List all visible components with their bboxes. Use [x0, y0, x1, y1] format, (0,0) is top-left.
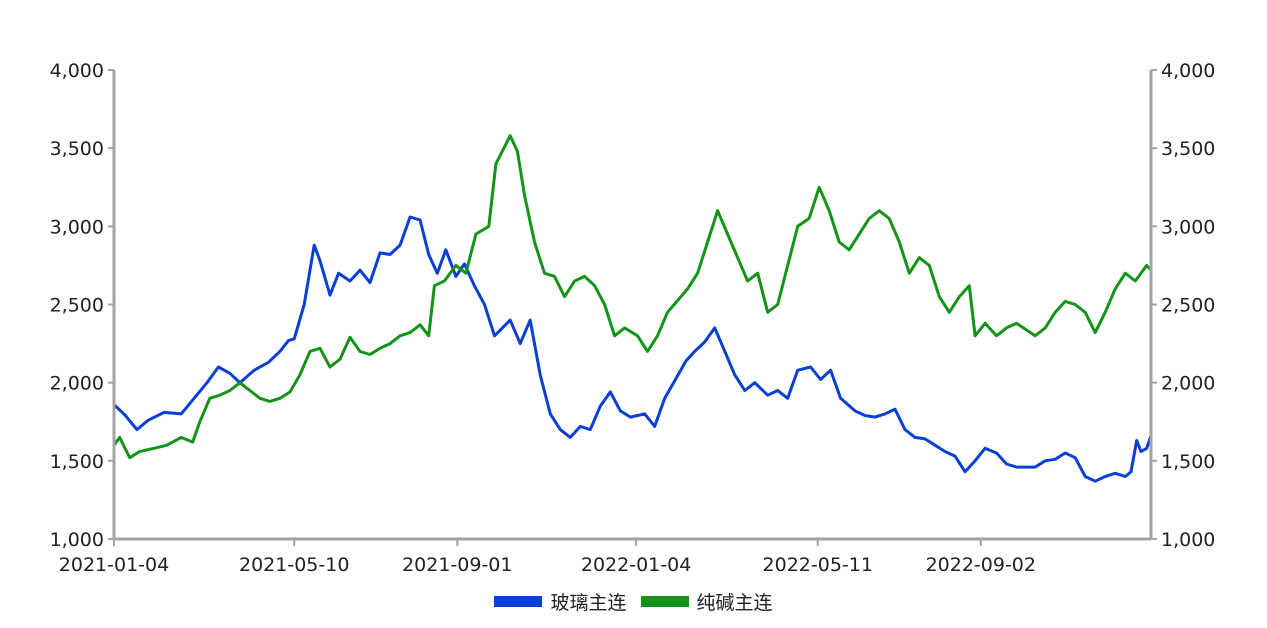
x-tick-label: 2022-01-04	[581, 554, 691, 576]
x-tick-label: 2021-09-01	[402, 554, 512, 576]
legend: 玻璃主连 纯碱主连	[0, 588, 1267, 615]
legend-label-glass: 玻璃主连	[550, 592, 627, 614]
x-tick-label: 2022-09-02	[926, 554, 1036, 576]
y-right-tick-label: 2,000	[1161, 373, 1215, 395]
y-left-tick-label: 3,500	[50, 138, 104, 160]
y-left-tick-label: 2,000	[50, 373, 104, 395]
y-right-tick-label: 1,500	[1161, 451, 1215, 473]
y-right-tick-label: 1,000	[1161, 529, 1215, 551]
y-left-tick-label: 4,000	[50, 60, 104, 82]
legend-label-soda-ash: 纯碱主连	[696, 592, 773, 614]
series-line-0	[112, 215, 1153, 483]
x-tick-label: 2021-01-04	[59, 554, 169, 576]
y-left-tick-label: 2,500	[50, 295, 104, 317]
y-right-tick-label: 4,000	[1161, 60, 1215, 82]
y-right-tick-label: 3,500	[1161, 138, 1215, 160]
legend-swatch-glass	[494, 596, 543, 607]
plot-series	[112, 134, 1153, 483]
y-left-tick-label: 1,500	[50, 451, 104, 473]
axes: 1,000 1,500 2,000 2,500 3,000 3,500 4,000 1,000…	[50, 60, 1216, 576]
x-tick-label: 2021-05-10	[239, 554, 349, 576]
x-tick-label: 2022-05-11	[763, 554, 873, 576]
series-line-1	[112, 134, 1153, 460]
legend-swatch-soda-ash	[640, 596, 689, 607]
legend-item-soda-ash[interactable]: 纯碱主连	[640, 588, 773, 615]
y-right-tick-label: 2,500	[1161, 295, 1215, 317]
y-left-tick-label: 1,000	[50, 529, 104, 551]
y-right-tick-label: 3,000	[1161, 216, 1215, 238]
y-left-tick-label: 3,000	[50, 216, 104, 238]
legend-item-glass[interactable]: 玻璃主连	[494, 588, 627, 615]
